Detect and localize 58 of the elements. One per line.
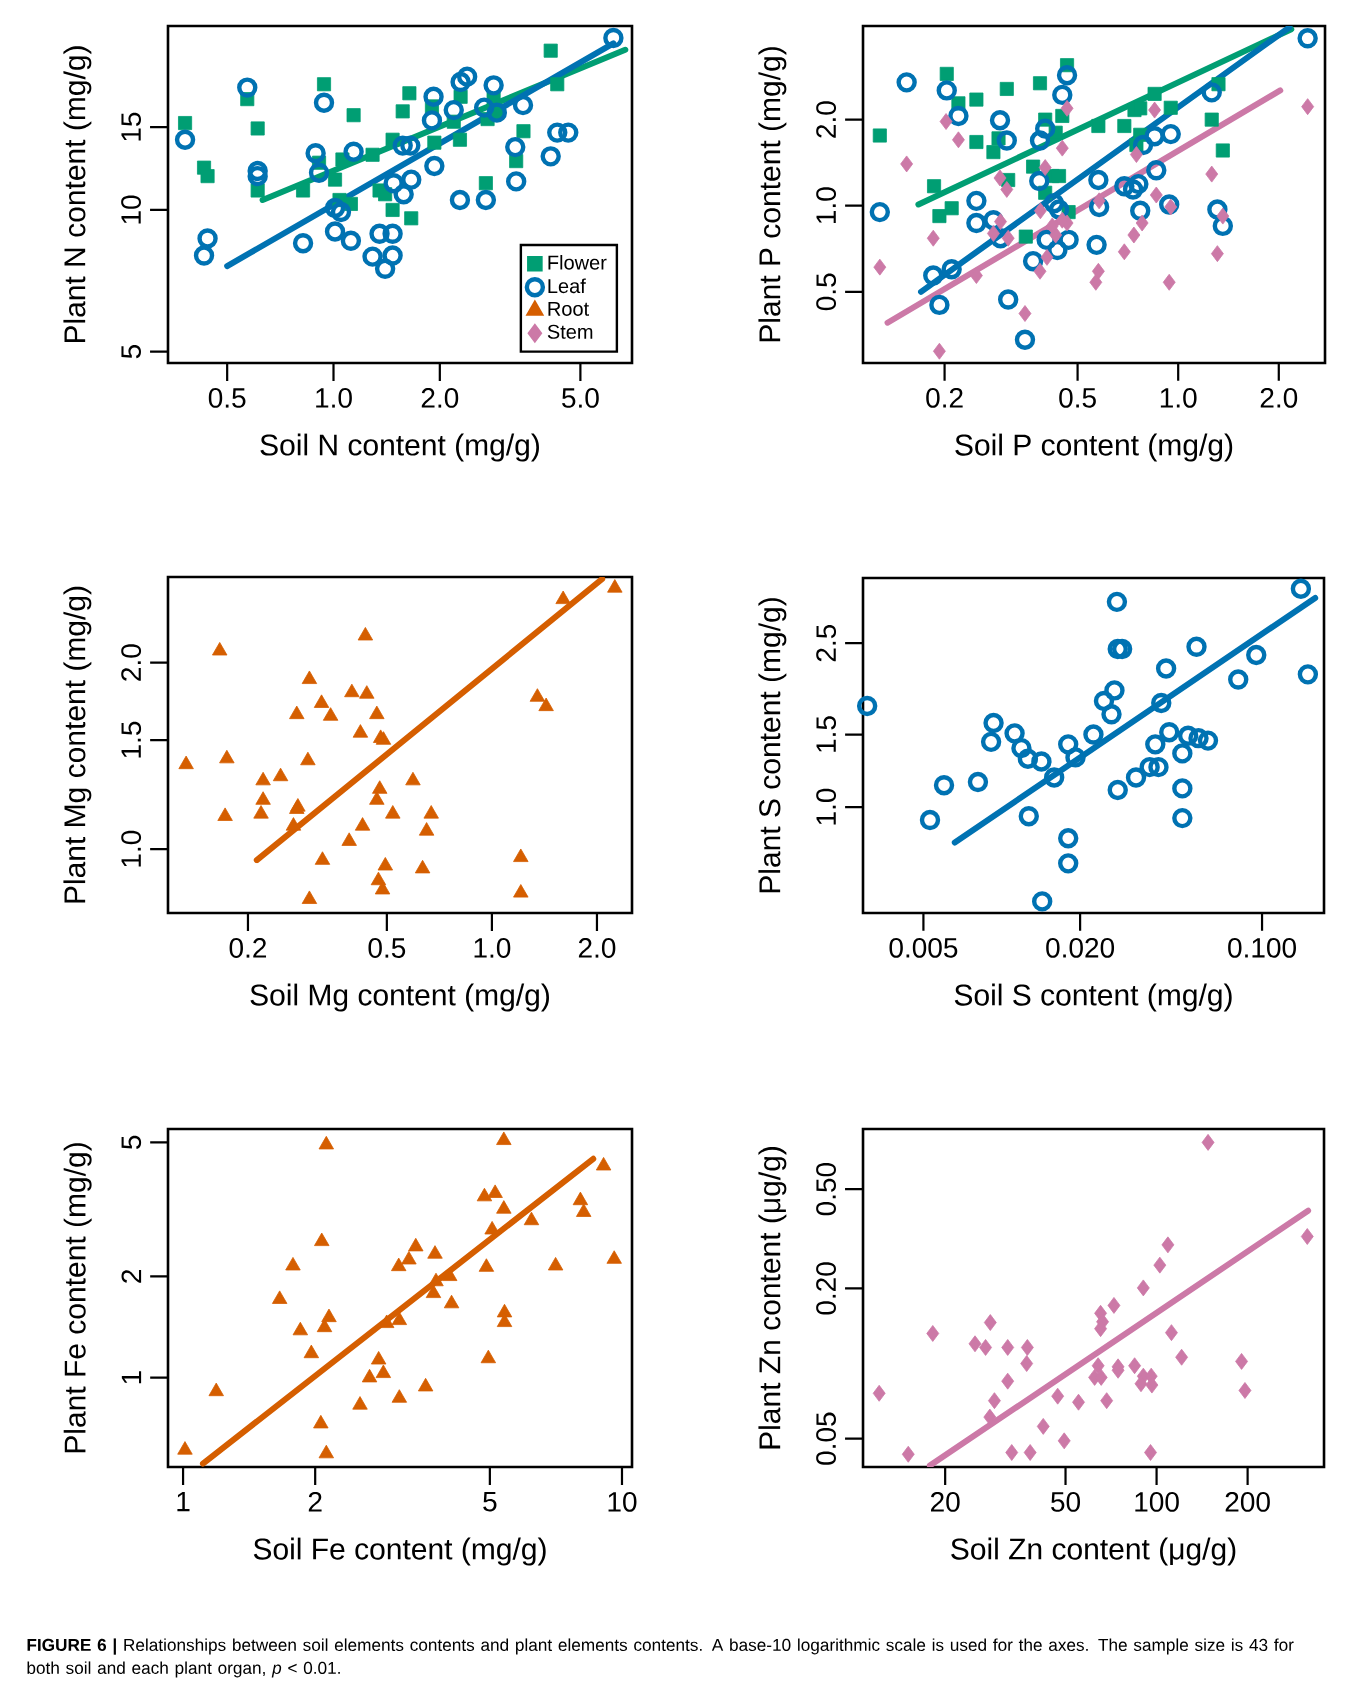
x-tick-label: 200: [1225, 1491, 1270, 1512]
x-tick-label: 2.0: [421, 388, 459, 408]
y-tick-label: 1.5: [816, 716, 837, 752]
legend-label: Root: [548, 301, 589, 316]
y-axis-title: Plant N content (mg/g): [63, 46, 92, 343]
legend-label: Flower: [548, 254, 607, 270]
y-tick-label: 1.0: [816, 187, 837, 224]
x-tick-label: 1.0: [316, 388, 352, 408]
y-tick-label: 5: [121, 345, 141, 359]
y-tick-label: 1.0: [816, 788, 837, 825]
y-tick-label: 2.0: [121, 644, 142, 681]
x-tick-label: 2: [308, 1491, 322, 1512]
x-tick-label: 1.0: [1160, 387, 1197, 408]
x-tick-label: 0.100: [1228, 937, 1296, 958]
y-tick-label: 1: [121, 1371, 142, 1384]
x-tick-label: 5.0: [562, 388, 599, 408]
x-tick-label: 0.2: [926, 387, 963, 408]
x-tick-label: 50: [1051, 1491, 1081, 1512]
y-tick-label: 5: [121, 1135, 142, 1150]
x-axis-title: Soil Mg content (mg/g): [250, 983, 549, 1012]
legend-label: Leaf: [548, 278, 586, 294]
y-axis-title: Plant P content (mg/g): [758, 47, 787, 342]
x-tick-label: 0.020: [1046, 937, 1115, 958]
x-axis-title: Soil Zn content (μg/g): [951, 1537, 1236, 1566]
x-tick-label: 2.0: [1260, 387, 1298, 408]
text: FIGURE 6 | Relationships between soil elements contents and plant elements contents. A base-10 logarithmic scale is used for the axes. The sample size is 43 for both soil and each plant organ, p < 0.01.: [27, 1638, 1294, 1678]
x-axis-title: Soil N content (mg/g): [260, 433, 539, 462]
x-tick-label: 10: [608, 1491, 637, 1512]
x-tick-label: 1: [177, 1491, 190, 1512]
x-axis-title: Soil Fe content (mg/g): [253, 1537, 546, 1566]
y-tick-label: 10: [121, 195, 141, 224]
x-axis-title: Soil S content (mg/g): [954, 983, 1232, 1012]
legend-label: Stem: [547, 324, 593, 339]
y-tick-label: 1.0: [121, 830, 142, 867]
x-axis-title: Soil P content (mg/g): [955, 433, 1233, 462]
y-tick-label: 0.50: [816, 1162, 836, 1216]
y-tick-label: 1.5: [121, 721, 142, 758]
y-tick-label: 0.5: [816, 273, 837, 311]
x-tick-label: 0.005: [889, 937, 958, 958]
x-tick-label: 2.0: [578, 938, 616, 958]
x-tick-label: 0.5: [1059, 387, 1096, 408]
x-tick-label: 0.5: [368, 938, 406, 958]
y-tick-label: 0.20: [816, 1262, 836, 1315]
x-tick-label: 100: [1135, 1491, 1179, 1512]
y-tick-label: 2.0: [816, 101, 837, 138]
x-tick-label: 5: [483, 1491, 497, 1512]
y-axis-title: Plant Fe content (mg/g): [63, 1143, 92, 1453]
y-tick-label: 0.05: [816, 1412, 836, 1465]
y-axis-title: Plant S content (mg/g): [758, 598, 787, 893]
y-tick-label: 2: [121, 1269, 142, 1283]
y-axis-title: Plant Zn content (μg/g): [758, 1147, 787, 1449]
x-tick-label: 20: [931, 1491, 960, 1512]
y-tick-label: 15: [121, 112, 141, 141]
x-tick-label: 0.5: [208, 388, 246, 408]
y-axis-title: Plant Mg content (mg/g): [63, 586, 92, 903]
x-tick-label: 1.0: [474, 938, 511, 958]
y-tick-label: 2.5: [816, 624, 837, 662]
x-tick-label: 0.2: [229, 938, 267, 958]
